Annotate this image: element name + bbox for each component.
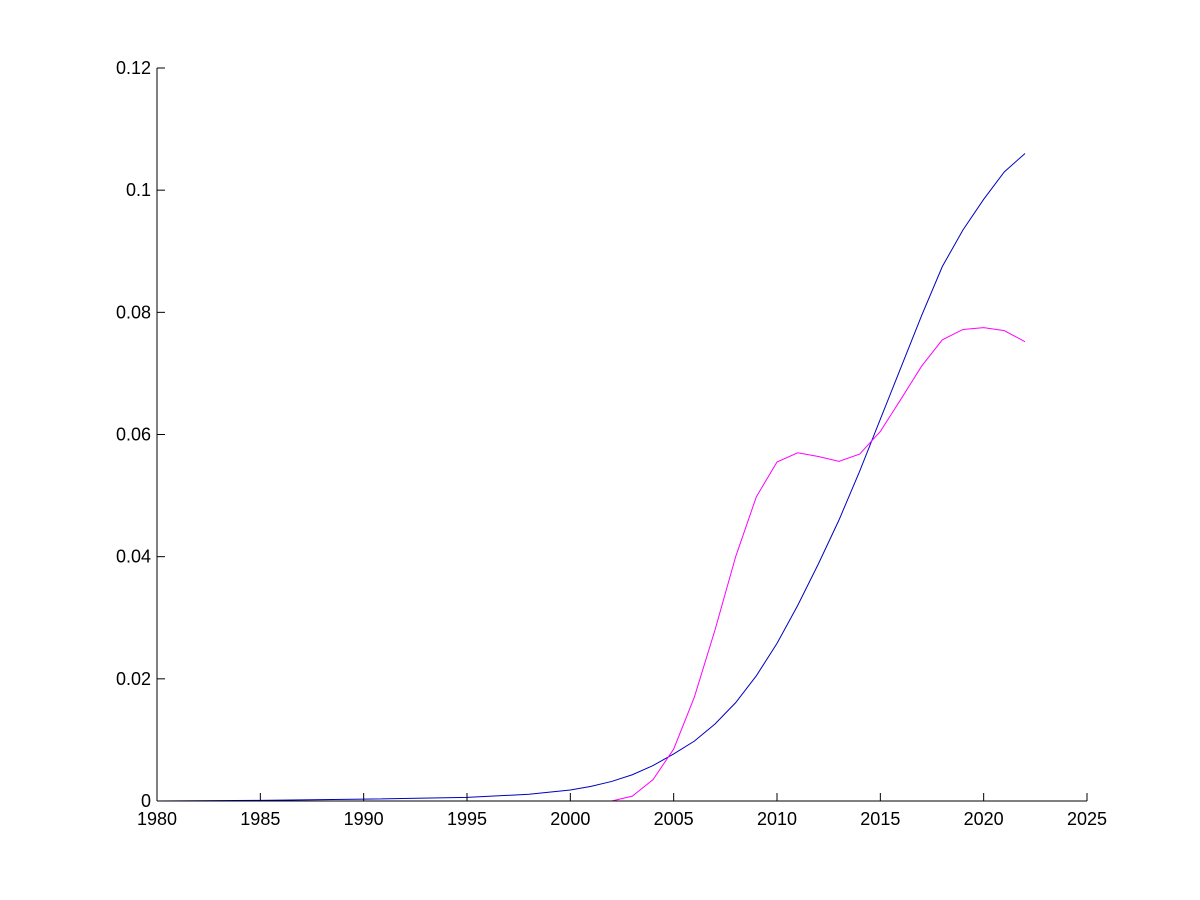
x-tick-label: 1985 <box>240 809 280 829</box>
x-tick-label: 1995 <box>447 809 487 829</box>
y-tick-label: 0.1 <box>126 180 151 200</box>
x-tick-label: 2020 <box>964 809 1004 829</box>
y-tick-label: 0.04 <box>116 547 151 567</box>
x-tick-label: 2005 <box>654 809 694 829</box>
y-tick-label: 0.08 <box>116 302 151 322</box>
y-tick-label: 0.12 <box>116 58 151 78</box>
x-tick-label: 1990 <box>344 809 384 829</box>
x-tick-label: 2000 <box>550 809 590 829</box>
series-line-1 <box>156 153 1026 802</box>
x-tick-label: 2015 <box>860 809 900 829</box>
series-line-2 <box>157 327 1026 802</box>
y-tick-label: 0.02 <box>116 669 151 689</box>
y-tick-label: 0 <box>141 791 151 811</box>
x-tick-label: 2010 <box>757 809 797 829</box>
axes-layer: 1980 1985 1990 1995 2000 2005 2010 2015 2020 2025… <box>116 58 1107 829</box>
y-tick-label: 0.06 <box>116 425 151 445</box>
x-tick-label: 1980 <box>137 809 177 829</box>
series-layer <box>156 153 1026 802</box>
x-tick-label: 2025 <box>1067 809 1107 829</box>
